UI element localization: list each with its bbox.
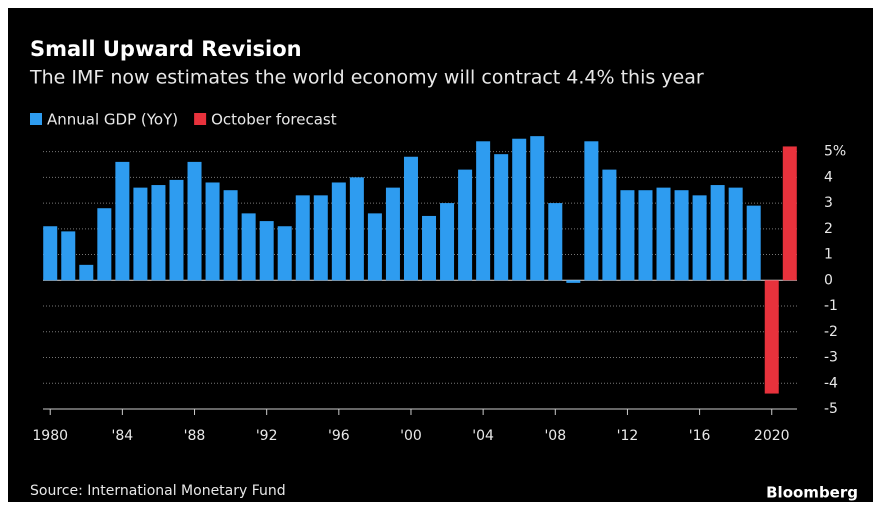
bar	[403, 156, 418, 281]
x-tick-label: '04	[472, 428, 494, 444]
bar	[782, 146, 797, 281]
x-tick-label: '96	[328, 428, 350, 444]
x-tick-label: 2020	[754, 428, 790, 444]
bar	[764, 280, 779, 394]
bar	[61, 231, 76, 281]
bar	[422, 215, 437, 281]
y-tick-label: -2	[824, 324, 838, 340]
y-tick-label: 5%	[824, 144, 846, 160]
legend-label: Annual GDP (YoY)	[47, 111, 178, 129]
bar	[638, 190, 653, 281]
brand: Bloomberg	[766, 484, 858, 502]
bar	[674, 190, 689, 281]
bar	[385, 187, 400, 281]
bar	[728, 187, 743, 281]
bar	[43, 226, 58, 281]
x-tick-label: '84	[112, 428, 134, 444]
x-tick-label: '88	[184, 428, 206, 444]
bar	[692, 195, 707, 281]
y-tick-label: 2	[824, 221, 833, 237]
bar	[349, 177, 364, 281]
bar	[602, 169, 617, 281]
bar	[566, 280, 581, 283]
legend-swatch	[30, 113, 42, 125]
x-tick-label: '12	[617, 428, 639, 444]
y-tick-label: 1	[824, 247, 833, 263]
bar	[241, 213, 256, 281]
bar	[512, 138, 527, 281]
bar	[169, 179, 184, 281]
x-tick-label: '08	[544, 428, 566, 444]
y-tick-label: 4	[824, 169, 833, 185]
bar	[133, 187, 148, 281]
bar	[710, 185, 725, 281]
bar	[295, 195, 310, 281]
y-tick-label: 3	[824, 195, 833, 211]
bar	[205, 182, 220, 281]
bar	[584, 141, 599, 281]
bar	[530, 136, 545, 281]
bar	[458, 169, 473, 281]
y-tick-label: -3	[824, 350, 838, 366]
source: Source: International Monetary Fund	[30, 483, 286, 499]
y-tick-label: -4	[824, 375, 838, 391]
x-tick-label: 1980	[32, 428, 68, 444]
bar	[620, 190, 635, 281]
chart-subtitle: The IMF now estimates the world economy …	[29, 67, 704, 89]
y-tick-label: 0	[824, 272, 833, 288]
x-tick-label: '00	[400, 428, 422, 444]
bar	[494, 154, 509, 281]
y-tick-label: -5	[824, 401, 838, 417]
bar	[313, 195, 328, 281]
bar	[79, 264, 94, 281]
bar	[151, 185, 166, 281]
bar	[187, 161, 202, 281]
bar	[746, 205, 761, 281]
chart-title: Small Upward Revision	[30, 37, 302, 61]
x-tick-label: '16	[689, 428, 711, 444]
bar	[277, 226, 292, 281]
bar	[476, 141, 491, 281]
legend-label: October forecast	[211, 111, 337, 129]
bar	[656, 187, 671, 281]
x-tick-label: '92	[256, 428, 278, 444]
bar	[440, 203, 455, 281]
bar	[115, 161, 130, 281]
bar	[97, 208, 112, 281]
bar	[223, 190, 238, 281]
bar	[367, 213, 382, 281]
legend-swatch	[194, 113, 207, 125]
bar	[259, 221, 274, 281]
bar	[331, 182, 346, 281]
y-tick-label: -1	[824, 298, 838, 314]
bar	[548, 203, 563, 281]
